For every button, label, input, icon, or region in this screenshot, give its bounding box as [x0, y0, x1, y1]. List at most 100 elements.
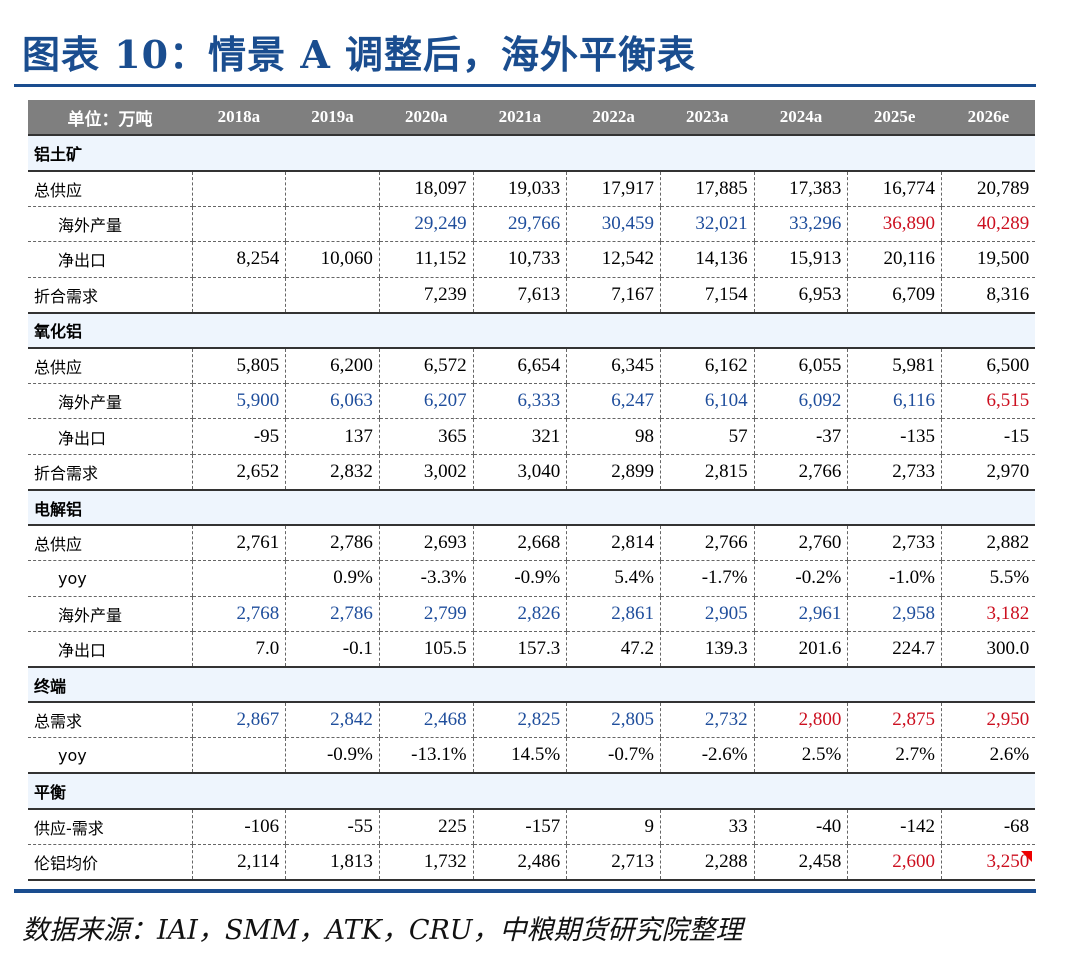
table-row: 总需求 2,867 2,842 2,468 2,825 2,805 2,732 2,800 2,… — [28, 702, 1036, 739]
table-cell: 137 — [285, 418, 380, 455]
table-cell: 1,732 — [378, 844, 474, 881]
table-cell: 2,815 — [659, 454, 755, 491]
table-cell: 2,600 — [847, 844, 942, 881]
table-cell: 6,207 — [378, 383, 474, 420]
table-cell: 36,890 — [847, 206, 942, 243]
table-cell: 7,167 — [566, 277, 661, 314]
column-header: 2026e — [941, 100, 1036, 136]
page-title: 图表 10：情景 A 调整后，海外平衡表 — [22, 32, 697, 77]
table-cell: -37 — [753, 418, 848, 455]
table-cell: 33 — [659, 808, 755, 845]
table-cell: 14.5% — [472, 737, 567, 775]
table-cell: 2,766 — [659, 525, 755, 562]
table-cell: 139.3 — [659, 631, 755, 669]
table-cell: 6,953 — [753, 277, 848, 314]
table-cell: 2,733 — [847, 454, 942, 491]
table-cell: 20,116 — [847, 241, 942, 278]
table-row: 折合需求 7,239 7,613 7,167 7,154 6,953 6,709 8,316 — [28, 277, 1036, 314]
table-cell: 15,913 — [753, 241, 848, 278]
table-cell: 0.9% — [285, 560, 380, 597]
table-cell: 12,542 — [566, 241, 661, 278]
table-cell: 9 — [566, 808, 661, 845]
table-row: 总供应 5,805 6,200 6,572 6,654 6,345 6,162 6,055 5,… — [28, 348, 1036, 385]
section-row: 氧化铝 — [28, 311, 1036, 350]
section-row: 平衡 — [28, 772, 1036, 810]
row-label: 海外产量 — [28, 596, 192, 633]
table-cell: 2,114 — [191, 844, 286, 881]
table-cell: 2,458 — [753, 844, 848, 881]
table-cell — [285, 170, 380, 207]
table-cell: 10,060 — [285, 241, 380, 278]
section-title: 电解铝 — [28, 488, 1036, 527]
table-cell: 2,861 — [566, 596, 661, 633]
row-label: 总供应 — [28, 170, 192, 207]
table-cell: 7,239 — [378, 277, 474, 314]
table-cell: 20,789 — [941, 170, 1036, 207]
comment-marker-icon — [1021, 851, 1032, 862]
table-cell: -55 — [285, 808, 380, 845]
table-cell: 224.7 — [847, 631, 942, 669]
table-cell: 2,825 — [472, 702, 567, 739]
table-cell: 321 — [472, 418, 567, 455]
table-cell: 3,040 — [472, 454, 567, 491]
table-cell: 2.6% — [941, 737, 1036, 775]
table-row: 总供应 2,761 2,786 2,693 2,668 2,814 2,766 2,760 2,… — [28, 525, 1036, 562]
table-cell: 57 — [659, 418, 755, 455]
table-cell: 365 — [378, 418, 474, 455]
column-header: 2024a — [754, 100, 848, 136]
table-cell: 2,652 — [191, 454, 286, 491]
table-cell: 2,958 — [847, 596, 942, 633]
table-cell: -15 — [941, 418, 1036, 455]
column-header: 2018a — [192, 100, 286, 136]
table-cell: 29,766 — [472, 206, 567, 243]
table-cell: 11,152 — [378, 241, 474, 278]
table-cell: 2,713 — [566, 844, 661, 881]
row-label: 伦铝均价 — [28, 844, 192, 881]
table-cell: 225 — [378, 808, 474, 845]
table-cell: 2,760 — [753, 525, 848, 562]
table-cell: 17,383 — [753, 170, 848, 207]
table-cell: 6,247 — [566, 383, 661, 420]
table-cell: 6,200 — [285, 348, 380, 385]
section-row: 铝土矿 — [28, 134, 1036, 172]
source-note: 数据来源：IAI，SMM，ATK，CRU，中粮期货研究院整理 — [22, 915, 743, 946]
table-cell: 2,842 — [285, 702, 380, 739]
table-cell: 2,970 — [941, 454, 1036, 491]
table-cell: 10,733 — [472, 241, 567, 278]
table-cell: 6,515 — [941, 383, 1036, 420]
row-label: 净出口 — [28, 241, 192, 278]
table-cell: -0.7% — [566, 737, 661, 775]
table-cell: 6,500 — [941, 348, 1036, 385]
table-cell: -0.9% — [472, 560, 567, 597]
row-label: 海外产量 — [28, 206, 192, 243]
table-cell: 2,288 — [659, 844, 755, 881]
table-cell: 2,805 — [566, 702, 661, 739]
table-cell: 6,572 — [378, 348, 474, 385]
row-label: 净出口 — [28, 418, 192, 455]
column-header: 2025e — [847, 100, 942, 136]
table-row: 供应-需求 -106 -55 225 -157 9 33 -40 -142 -68 — [28, 808, 1036, 845]
table-cell: 2,826 — [472, 596, 567, 633]
table-cell: 2,786 — [285, 596, 380, 633]
balance-table: 单位：万吨 2018a 2019a 2020a 2021a 2022a 2023a 2024a… — [28, 100, 1036, 881]
table-cell: 2,814 — [566, 525, 661, 562]
table-cell: 5.4% — [566, 560, 661, 597]
table-cell — [191, 206, 286, 243]
table-cell: 2,832 — [285, 454, 380, 491]
row-label: 供应-需求 — [28, 808, 192, 845]
table-cell: -1.7% — [659, 560, 755, 597]
table-cell: 3,182 — [941, 596, 1036, 633]
table-cell: -1.0% — [847, 560, 942, 597]
table-row: 折合需求 2,652 2,832 3,002 3,040 2,899 2,815 2,766 2… — [28, 454, 1036, 491]
table-cell — [191, 560, 286, 597]
table-row: 净出口 8,254 10,060 11,152 10,733 12,542 14,136 15… — [28, 241, 1036, 278]
row-label: 海外产量 — [28, 383, 192, 420]
table-cell: 2.5% — [753, 737, 848, 775]
table-cell: 6,092 — [753, 383, 848, 420]
table-cell: -68 — [941, 808, 1036, 845]
table-cell: -135 — [847, 418, 942, 455]
table-cell: 7,154 — [659, 277, 755, 314]
table-cell: 201.6 — [753, 631, 848, 669]
table-cell: 17,917 — [566, 170, 661, 207]
table-cell — [191, 170, 286, 207]
